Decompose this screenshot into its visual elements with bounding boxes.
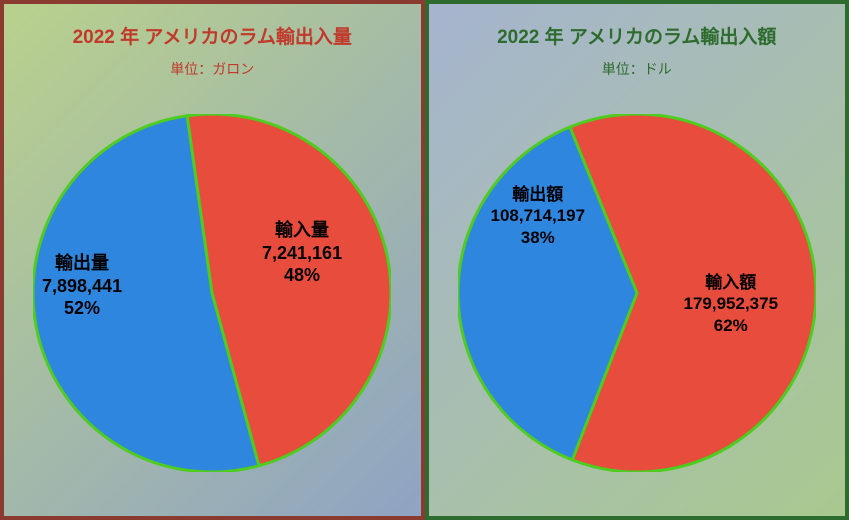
slice-label: 輸出額108,714,19738% — [491, 184, 586, 248]
slice-label: 輸入量7,241,16148% — [262, 219, 342, 287]
chart-panel: 2022 年 アメリカのラム輸出入量単位：ガロン輸入量7,241,16148%輸… — [0, 0, 425, 520]
panel-title: 2022 年 アメリカのラム輸出入額 — [429, 22, 846, 49]
slice-label-pct: 48% — [262, 264, 342, 287]
slice-label-name: 輸入額 — [684, 272, 779, 293]
slice-label-value: 179,952,375 — [684, 293, 779, 314]
slice-label-pct: 52% — [42, 297, 122, 320]
slice-label-name: 輸出額 — [491, 184, 586, 205]
slice-label-pct: 62% — [684, 315, 779, 336]
slice-label-value: 108,714,197 — [491, 205, 586, 226]
slice-label: 輸入額179,952,37562% — [684, 272, 779, 336]
panel-subtitle: 単位：ドル — [429, 59, 846, 79]
slice-label-value: 7,241,161 — [262, 242, 342, 265]
slice-label: 輸出量7,898,44152% — [42, 252, 122, 320]
slice-label-pct: 38% — [491, 227, 586, 248]
slice-label-name: 輸入量 — [262, 219, 342, 242]
panel-subtitle: 単位：ガロン — [4, 59, 421, 79]
slice-label-name: 輸出量 — [42, 252, 122, 275]
slice-label-value: 7,898,441 — [42, 275, 122, 298]
chart-panel: 2022 年 アメリカのラム輸出入額単位：ドル輸入額179,952,37562%… — [425, 0, 849, 520]
panel-title: 2022 年 アメリカのラム輸出入量 — [4, 22, 421, 49]
